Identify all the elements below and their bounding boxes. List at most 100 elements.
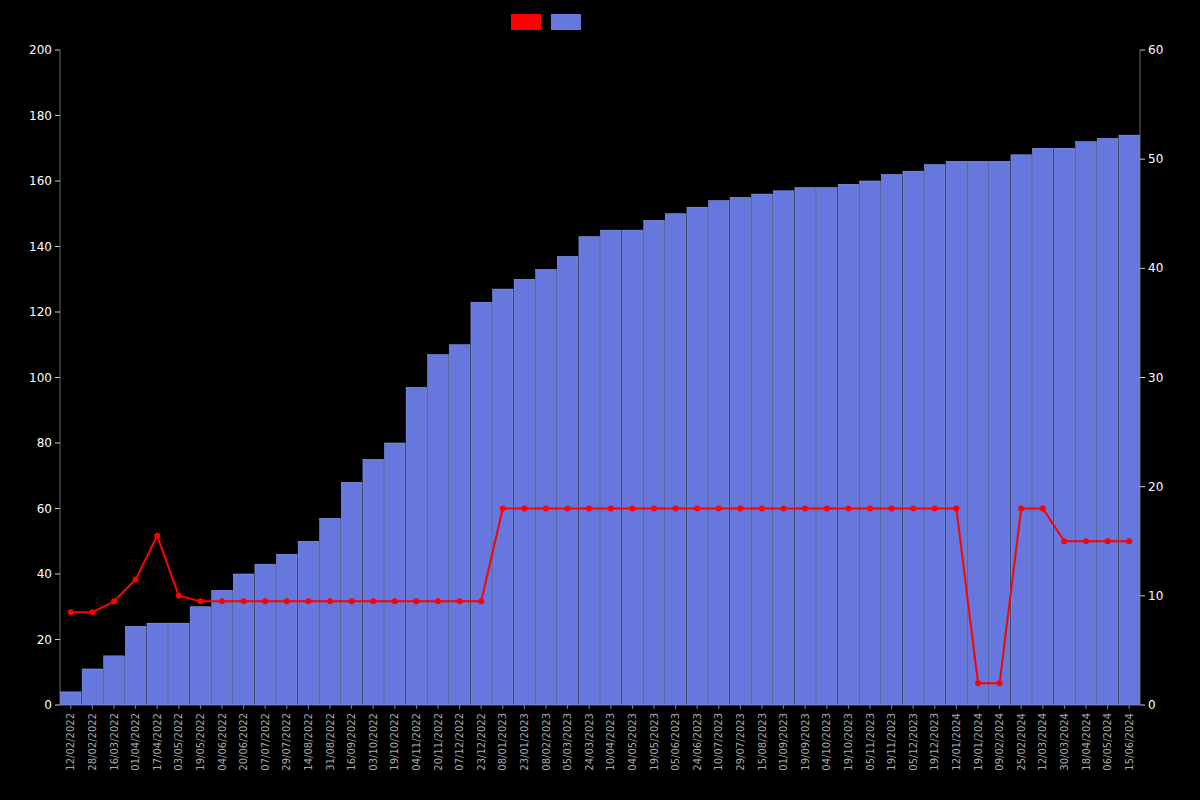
- tick-mark: [135, 705, 136, 709]
- bar: [817, 188, 838, 705]
- tick-mark: [394, 705, 395, 709]
- bar: [449, 345, 470, 705]
- tick-mark: [1140, 377, 1145, 378]
- line-marker: [629, 506, 635, 512]
- bar: [1054, 148, 1075, 705]
- tick-label: 05/06/2023: [670, 713, 681, 771]
- tick-mark: [416, 705, 417, 709]
- tick-label: 0: [1148, 698, 1156, 712]
- tick-label: 19/11/2023: [886, 713, 897, 771]
- bar: [277, 554, 298, 705]
- tick-mark: [222, 705, 223, 709]
- line-marker: [759, 506, 765, 512]
- tick-mark: [55, 377, 60, 378]
- tick-label: 04/06/2022: [217, 713, 228, 771]
- bar: [644, 220, 665, 705]
- tick-mark: [999, 705, 1000, 709]
- line-marker: [457, 598, 463, 604]
- bar: [147, 623, 168, 705]
- bar: [1076, 142, 1097, 705]
- line-marker: [413, 598, 419, 604]
- tick-mark: [1140, 486, 1145, 487]
- tick-label: 05/11/2023: [865, 713, 876, 771]
- tick-label: 16/03/2022: [109, 713, 120, 771]
- line-marker: [716, 506, 722, 512]
- bar: [298, 541, 319, 705]
- bar: [838, 184, 859, 705]
- background: [0, 0, 1200, 800]
- tick-label: 30/03/2024: [1059, 713, 1070, 771]
- tick-label: 140: [29, 240, 52, 254]
- tick-label: 05/03/2023: [562, 713, 573, 771]
- tick-mark: [330, 705, 331, 709]
- tick-mark: [55, 639, 60, 640]
- bar: [212, 590, 233, 705]
- bar: [255, 564, 276, 705]
- line-marker: [932, 506, 938, 512]
- tick-mark: [675, 705, 676, 709]
- legend-swatch: [551, 14, 581, 30]
- tick-mark: [610, 705, 611, 709]
- line-marker: [241, 598, 247, 604]
- line-marker: [392, 598, 398, 604]
- bar: [104, 656, 125, 705]
- tick-mark: [55, 181, 60, 182]
- legend-swatch: [511, 14, 541, 30]
- bar: [493, 289, 514, 705]
- tick-label: 20/11/2022: [433, 713, 444, 771]
- tick-mark: [438, 705, 439, 709]
- bar: [622, 230, 643, 705]
- bar: [601, 230, 622, 705]
- tick-mark: [1086, 705, 1087, 709]
- tick-mark: [92, 705, 93, 709]
- bar: [579, 237, 600, 705]
- line-marker: [327, 598, 333, 604]
- tick-mark: [200, 705, 201, 709]
- tick-label: 12/03/2024: [1037, 713, 1048, 771]
- bar: [1033, 148, 1054, 705]
- bar: [795, 188, 816, 705]
- tick-label: 12/02/2022: [65, 713, 76, 771]
- bar: [665, 214, 686, 705]
- bar: [320, 518, 341, 705]
- tick-label: 25/02/2024: [1016, 713, 1027, 771]
- bar: [881, 174, 902, 705]
- tick-mark: [1140, 268, 1145, 269]
- tick-label: 23/12/2022: [476, 713, 487, 771]
- tick-label: 10/07/2023: [713, 713, 724, 771]
- tick-mark: [481, 705, 482, 709]
- bar: [536, 269, 557, 705]
- line-marker: [154, 533, 160, 539]
- tick-mark: [1140, 595, 1145, 596]
- tick-mark: [373, 705, 374, 709]
- line-marker: [673, 506, 679, 512]
- line-marker: [867, 506, 873, 512]
- tick-label: 12/01/2024: [951, 713, 962, 771]
- line-marker: [1061, 538, 1067, 544]
- tick-label: 04/11/2022: [411, 713, 422, 771]
- tick-mark: [978, 705, 979, 709]
- tick-mark: [265, 705, 266, 709]
- tick-label: 19/10/2022: [389, 713, 400, 771]
- tick-label: 04/05/2023: [627, 713, 638, 771]
- line-marker: [608, 506, 614, 512]
- tick-label: 18/04/2024: [1081, 713, 1092, 771]
- tick-label: 03/10/2022: [368, 713, 379, 771]
- bar: [61, 692, 82, 705]
- tick-label: 24/03/2023: [584, 713, 595, 771]
- tick-label: 19/05/2023: [649, 713, 660, 771]
- bar: [385, 443, 406, 705]
- bar: [82, 669, 103, 705]
- line-marker: [521, 506, 527, 512]
- tick-mark: [956, 705, 957, 709]
- bar: [190, 607, 211, 705]
- bar: [903, 171, 924, 705]
- line-marker: [133, 576, 139, 582]
- tick-label: 19/09/2023: [800, 713, 811, 771]
- tick-mark: [934, 705, 935, 709]
- bar: [428, 355, 449, 705]
- tick-mark: [891, 705, 892, 709]
- line-marker: [478, 598, 484, 604]
- tick-mark: [762, 705, 763, 709]
- bar: [709, 201, 730, 705]
